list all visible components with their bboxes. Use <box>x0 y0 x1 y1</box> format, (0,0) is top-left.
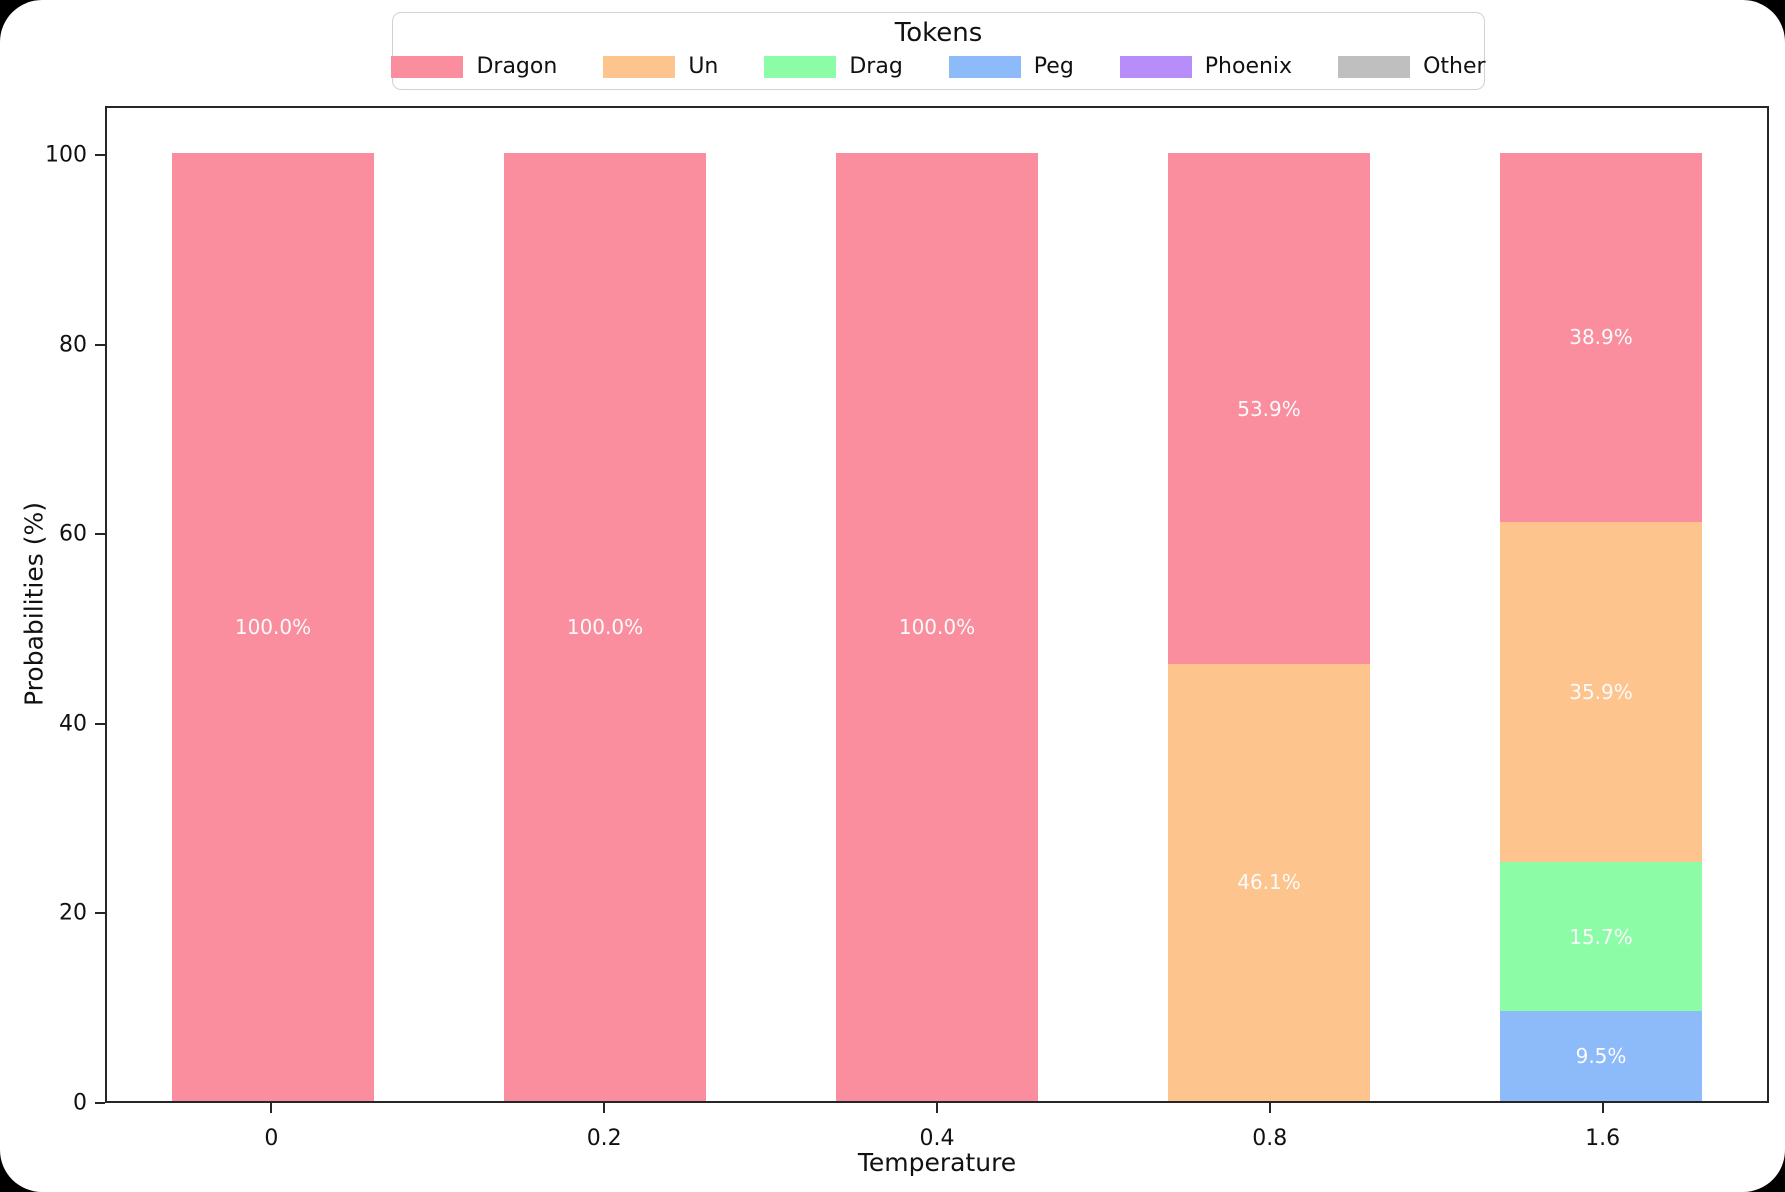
y-tick-label-40: 40 <box>59 711 87 737</box>
legend-swatch-dragon <box>391 55 464 78</box>
legend-label: Un <box>688 54 719 79</box>
legend-entry-other: Other <box>1338 54 1486 79</box>
legend-label: Other <box>1423 54 1486 79</box>
x-axis-label: Temperature <box>857 1148 1017 1177</box>
segment-percent-label: 100.0% <box>898 615 976 639</box>
x-tick-label-0.4: 0.4 <box>919 1126 955 1151</box>
y-tick-mark-60 <box>95 533 105 536</box>
legend-entry-phoenix: Phoenix <box>1119 54 1293 79</box>
x-tick-label-0: 0 <box>264 1126 279 1151</box>
y-tick-mark-0 <box>95 1102 105 1104</box>
legend-entry-peg: Peg <box>948 54 1074 79</box>
x-tick-mark-1.6 <box>1601 1103 1604 1113</box>
y-tick-label-100: 100 <box>45 142 87 168</box>
segment-dragon-0.2: 100.0% <box>504 153 706 1101</box>
segment-un-1.6: 35.9% <box>1500 521 1702 863</box>
stacked-bar-1.6: 9.5% 15.7% 35.9% 38.9% <box>1500 153 1702 1101</box>
stacked-bar-0.4: 100.0% <box>836 153 1038 1101</box>
y-tick-label-60: 60 <box>59 521 87 547</box>
bar-slot-0.8: 46.1% 53.9% <box>1103 108 1435 1101</box>
stacked-bar-0.2: 100.0% <box>504 153 706 1101</box>
segment-percent-label: 35.9% <box>1569 679 1633 704</box>
y-tick-label-20: 20 <box>59 900 87 926</box>
legend-entry-drag: Drag <box>764 54 903 79</box>
segment-percent-label: 46.1% <box>1237 870 1301 895</box>
segment-dragon-0.4: 100.0% <box>836 153 1038 1101</box>
legend-swatch-drag <box>764 55 837 78</box>
legend-label: Drag <box>849 54 903 79</box>
y-tick-label-80: 80 <box>59 332 87 358</box>
segment-percent-label: 38.9% <box>1569 325 1633 350</box>
legend-swatch-peg <box>948 55 1021 78</box>
y-axis-label: Probabilities (%) <box>19 502 49 706</box>
y-tick-label-0: 0 <box>73 1090 87 1116</box>
legend-swatch-un <box>603 55 676 78</box>
y-tick-mark-100 <box>95 154 105 156</box>
y-tick-mark-80 <box>95 343 105 346</box>
segment-percent-label: 100.0% <box>566 615 644 639</box>
legend-box: Tokens Dragon Un Drag Peg Phoenix Other <box>391 12 1486 90</box>
segment-dragon-0: 100.0% <box>172 153 374 1101</box>
segment-percent-label: 100.0% <box>234 615 312 639</box>
bar-slot-0.4: 100.0% <box>771 108 1103 1101</box>
stacked-bar-0: 100.0% <box>172 153 374 1101</box>
bar-slot-0: 100.0% <box>107 108 439 1101</box>
legend-swatch-other <box>1338 55 1411 78</box>
segment-drag-1.6: 15.7% <box>1500 862 1702 1011</box>
legend-swatch-phoenix <box>1119 55 1192 78</box>
y-tick-mark-20 <box>95 912 105 915</box>
segment-dragon-1.6: 38.9% <box>1500 153 1702 522</box>
legend-entries: Dragon Un Drag Peg Phoenix Other <box>391 54 1486 79</box>
segment-peg-1.6: 9.5% <box>1500 1010 1702 1101</box>
segment-percent-label: 9.5% <box>1575 1043 1627 1068</box>
x-tick-label-0.2: 0.2 <box>586 1126 622 1151</box>
plot-wrap: 100.0% 100.0% 100.0% 46.1% 53.9% 9.5% 15.7% 35.… <box>45 106 1769 1151</box>
x-tick-mark-0.4 <box>936 1103 938 1113</box>
stacked-bar-0.8: 46.1% 53.9% <box>1168 153 1370 1101</box>
plot-area: 100.0% 100.0% 100.0% 46.1% 53.9% 9.5% 15.7% 35.… <box>105 106 1769 1103</box>
x-tick-mark-0 <box>270 1103 273 1113</box>
bar-slot-0.2: 100.0% <box>439 108 771 1101</box>
legend-label: Dragon <box>476 54 558 79</box>
segment-percent-label: 15.7% <box>1569 924 1633 949</box>
bar-slot-1.6: 9.5% 15.7% 35.9% 38.9% <box>1435 108 1767 1101</box>
legend-title: Tokens <box>894 18 983 48</box>
x-tick-mark-0.8 <box>1268 1103 1271 1113</box>
legend-entry-un: Un <box>603 54 718 79</box>
segment-un-0.8: 46.1% <box>1168 663 1370 1101</box>
x-tick-mark-0.2 <box>603 1103 606 1113</box>
legend-label: Peg <box>1033 54 1074 79</box>
legend-label: Phoenix <box>1204 54 1293 79</box>
segment-percent-label: 53.9% <box>1237 396 1301 421</box>
segment-dragon-0.8: 53.9% <box>1168 153 1370 664</box>
x-tick-label-0.8: 0.8 <box>1252 1126 1288 1151</box>
y-tick-mark-40 <box>95 722 105 725</box>
x-tick-label-1.6: 1.6 <box>1585 1126 1621 1151</box>
legend-entry-dragon: Dragon <box>391 54 557 79</box>
